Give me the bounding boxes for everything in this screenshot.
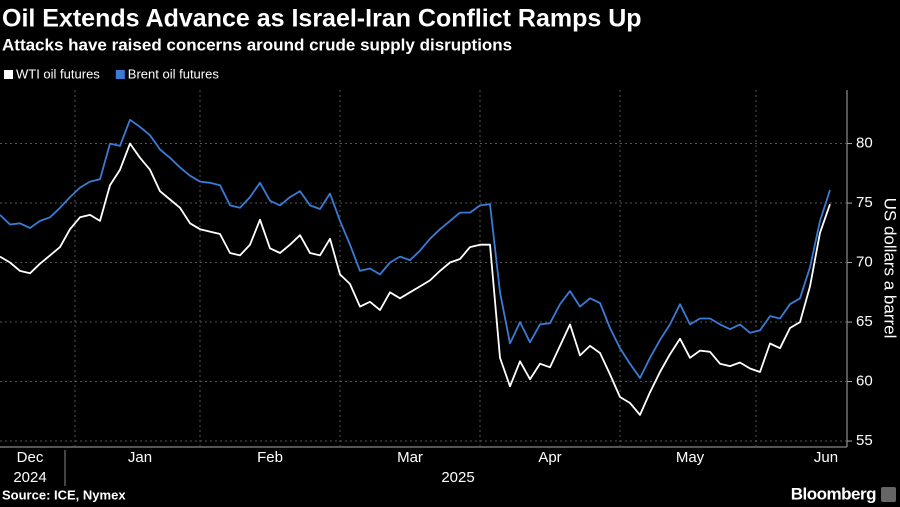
year-label: 2024 bbox=[13, 469, 46, 486]
y-tick-label: 80 bbox=[856, 135, 873, 152]
x-tick-label: Mar bbox=[397, 449, 423, 466]
legend-swatch bbox=[115, 70, 125, 79]
series-line bbox=[0, 118, 831, 379]
chart-subtitle: Attacks have raised concerns around crud… bbox=[2, 35, 512, 54]
y-tick-label: 55 bbox=[856, 432, 873, 449]
x-tick-label: Jun bbox=[814, 449, 838, 466]
y-axis-label: US dollars a barrel bbox=[881, 198, 900, 339]
x-tick-label: Jan bbox=[128, 449, 152, 466]
brand-icon bbox=[881, 487, 896, 502]
legend-label: Brent oil futures bbox=[128, 66, 220, 81]
series-line bbox=[0, 142, 831, 416]
x-tick-label: Dec bbox=[17, 449, 44, 466]
y-tick-label: 75 bbox=[856, 194, 873, 211]
legend-label: WTI oil futures bbox=[16, 66, 100, 81]
x-tick-label: May bbox=[676, 449, 705, 466]
brand: Bloomberg bbox=[791, 484, 876, 503]
year-label: 2025 bbox=[441, 469, 474, 486]
y-tick-label: 70 bbox=[856, 254, 873, 271]
legend-swatch bbox=[4, 70, 13, 79]
chart-title: Oil Extends Advance as Israel-Iran Confl… bbox=[2, 5, 642, 33]
x-tick-label: Feb bbox=[257, 449, 283, 466]
source: Source: ICE, Nymex bbox=[2, 487, 126, 502]
x-tick-label: Apr bbox=[538, 449, 561, 466]
y-tick-label: 65 bbox=[856, 313, 873, 330]
y-tick-label: 60 bbox=[856, 373, 873, 390]
